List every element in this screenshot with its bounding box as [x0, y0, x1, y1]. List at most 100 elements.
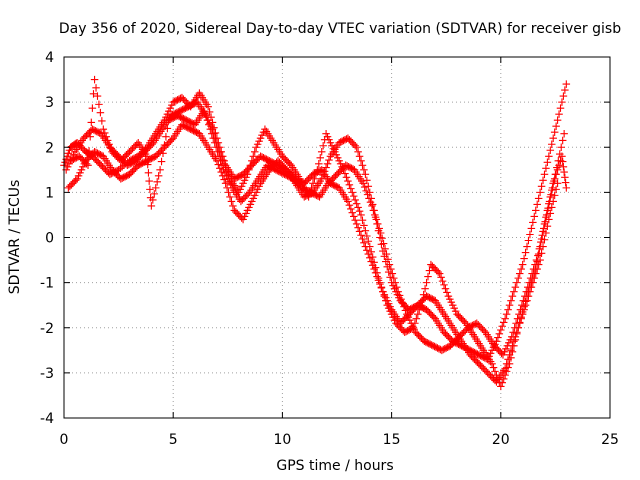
- data-point: [67, 181, 76, 189]
- data-point: [341, 169, 349, 178]
- data-point: [331, 148, 339, 156]
- data-point: [92, 148, 100, 157]
- data-point: [325, 178, 334, 186]
- data-point: [333, 170, 341, 179]
- data-point: [329, 145, 338, 153]
- data-point: [165, 107, 173, 115]
- data-point: [162, 141, 170, 150]
- data-point: [65, 160, 73, 168]
- data-point: [153, 151, 161, 159]
- data-point: [322, 129, 330, 138]
- data-point: [241, 193, 250, 201]
- data-point: [526, 230, 534, 239]
- data-point: [253, 140, 262, 148]
- data-point: [332, 151, 341, 159]
- data-point: [477, 324, 485, 332]
- data-point: [343, 162, 351, 170]
- data-point: [558, 136, 567, 145]
- data-point: [469, 348, 477, 356]
- data-point: [267, 157, 275, 166]
- data-point: [250, 158, 259, 167]
- data-point: [71, 154, 79, 163]
- data-point: [267, 164, 275, 173]
- data-point: [189, 126, 198, 135]
- data-point: [351, 196, 359, 204]
- data-point: [149, 196, 157, 204]
- data-point: [430, 342, 439, 351]
- data-point: [447, 298, 456, 306]
- data-point: [148, 140, 156, 148]
- data-point: [188, 119, 196, 127]
- data-point: [90, 75, 99, 84]
- data-point: [253, 185, 262, 194]
- data-point: [411, 302, 419, 311]
- data-point: [527, 224, 536, 233]
- data-point: [446, 342, 455, 350]
- data-point: [474, 320, 482, 329]
- data-point: [108, 148, 116, 156]
- data-point: [459, 316, 467, 324]
- data-point: [145, 177, 153, 185]
- data-point: [275, 167, 283, 176]
- data-point: [417, 334, 426, 343]
- data-point: [98, 151, 106, 160]
- data-point: [521, 297, 530, 306]
- data-point: [442, 344, 450, 352]
- data-point: [453, 310, 461, 318]
- data-point: [275, 158, 284, 167]
- data-point: [475, 322, 484, 330]
- data-point: [488, 373, 496, 382]
- y-tick-label: -3: [40, 366, 54, 382]
- data-point: [428, 311, 437, 320]
- data-point: [415, 299, 424, 308]
- data-point: [167, 135, 176, 144]
- data-point: [169, 98, 177, 106]
- data-point: [248, 157, 256, 165]
- data-point: [361, 170, 370, 179]
- data-point: [444, 333, 453, 341]
- data-point: [534, 194, 543, 203]
- data-point: [328, 141, 336, 150]
- data-point: [414, 331, 423, 340]
- data-point: [526, 283, 534, 291]
- data-point: [349, 192, 358, 200]
- data-point: [517, 265, 525, 273]
- data-point: [166, 115, 175, 124]
- data-point: [224, 171, 233, 179]
- data-point: [232, 208, 240, 216]
- data-point: [420, 337, 429, 346]
- data-point: [548, 186, 556, 194]
- data-point: [240, 194, 248, 203]
- data-point: [61, 158, 69, 167]
- data-point: [390, 284, 399, 293]
- data-point: [73, 175, 81, 183]
- data-point: [163, 140, 172, 148]
- data-point: [419, 290, 428, 299]
- data-point: [188, 126, 196, 134]
- data-point: [240, 169, 249, 177]
- data-point: [481, 366, 489, 374]
- data-point: [406, 325, 415, 334]
- data-point: [87, 118, 96, 127]
- data-point: [561, 86, 569, 94]
- data-point: [177, 106, 185, 115]
- data-point: [88, 104, 97, 112]
- data-point: [125, 160, 133, 169]
- data-point: [310, 175, 319, 183]
- data-point: [419, 304, 428, 312]
- data-point: [210, 129, 218, 138]
- data-point: [99, 125, 108, 133]
- data-point: [560, 129, 568, 138]
- data-point: [144, 169, 153, 177]
- data-point: [312, 191, 321, 200]
- data-point: [85, 147, 93, 155]
- data-point: [143, 152, 151, 161]
- data-point: [488, 360, 496, 368]
- data-point: [416, 333, 424, 341]
- data-point: [471, 320, 480, 328]
- data-point: [165, 138, 173, 147]
- data-point: [502, 367, 511, 376]
- data-point: [169, 114, 177, 122]
- data-point: [248, 197, 256, 206]
- data-point: [204, 102, 212, 111]
